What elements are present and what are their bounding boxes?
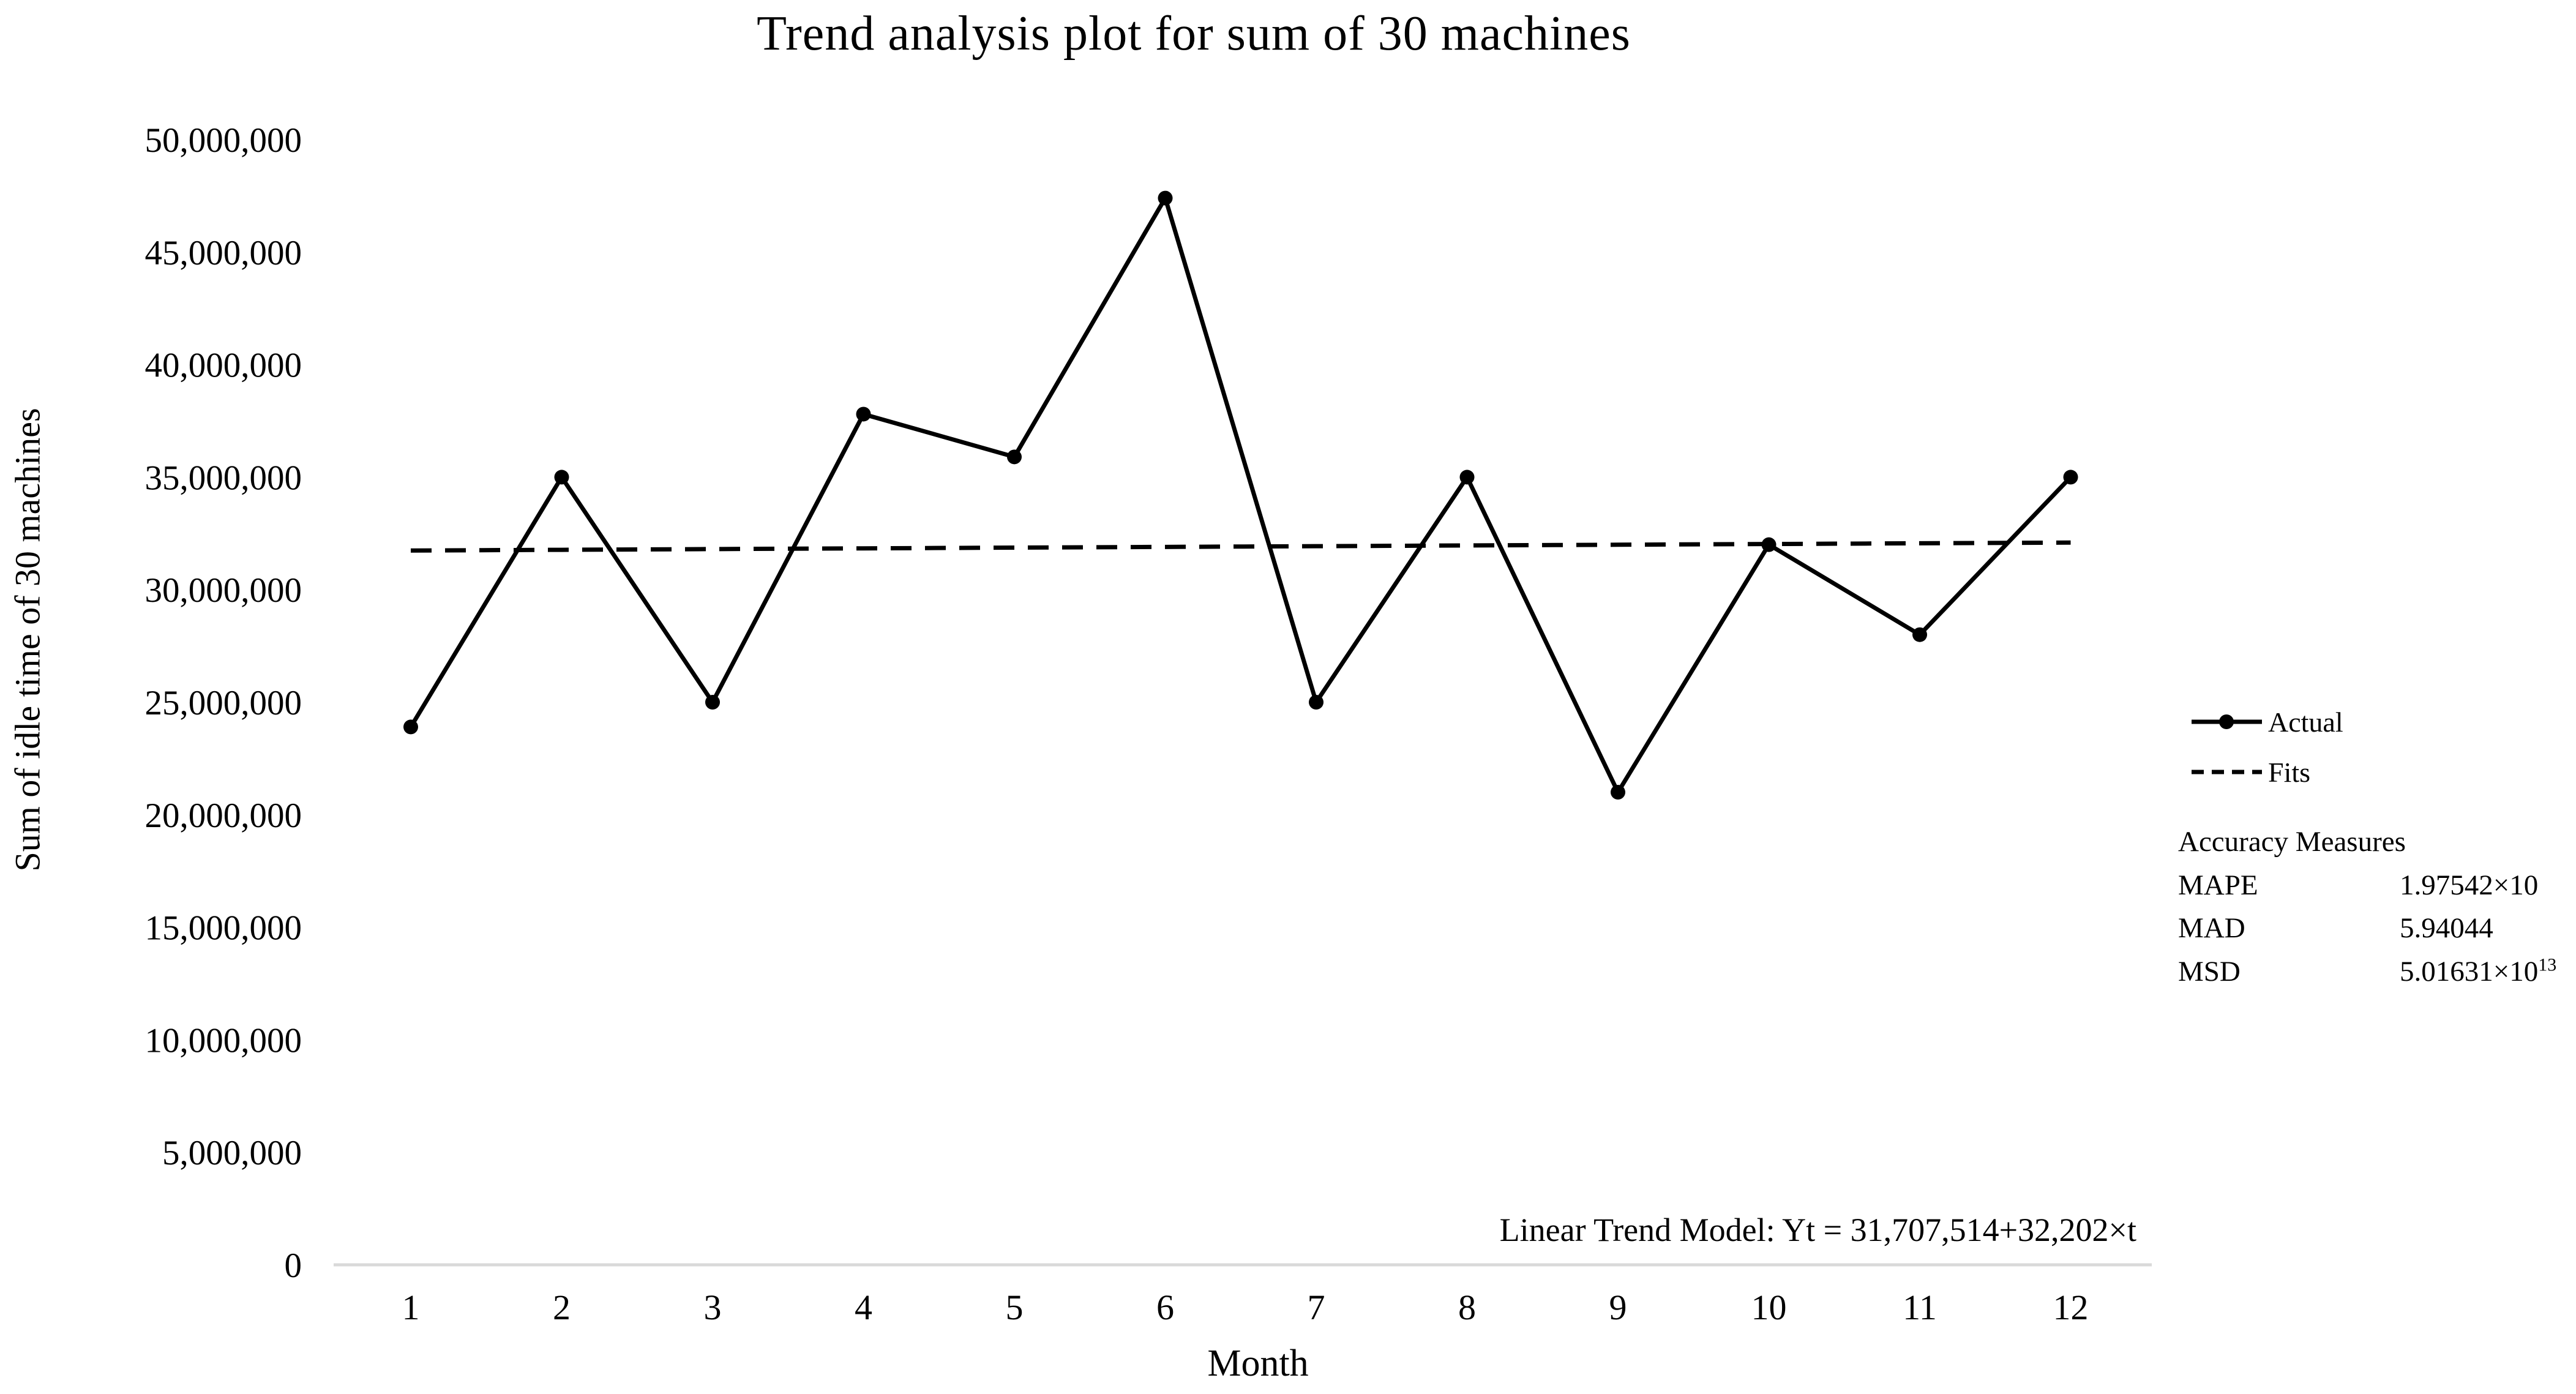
x-tick-label: 10 (1751, 1287, 1787, 1327)
accuracy-label: MAD (2178, 912, 2245, 945)
data-point-marker (1761, 537, 1777, 552)
x-tick-label: 8 (1458, 1287, 1476, 1327)
accuracy-value: 1.97542×10 (2400, 869, 2539, 901)
data-point-marker (403, 719, 418, 735)
accuracy-row-mad: MAD 5.94044 (2178, 904, 2570, 947)
data-point-marker (705, 695, 720, 710)
data-point-marker (1007, 449, 1022, 465)
data-point-marker (1611, 785, 1625, 800)
data-point-marker (554, 470, 569, 485)
fits-line (410, 540, 2071, 553)
legend-item-actual: Actual (2192, 706, 2571, 738)
x-tick-label: 6 (1156, 1287, 1174, 1327)
data-point-marker (1912, 627, 1927, 642)
chart-title: Trend analysis plot for sum of 30 machin… (757, 7, 1631, 61)
x-tick-label: 2 (553, 1287, 571, 1327)
y-tick-label: 15,000,000 (145, 909, 302, 948)
x-axis-title: Month (1207, 1343, 1309, 1384)
accuracy-measures-title: Accuracy Measures (2178, 826, 2406, 858)
actual-line-sample-icon (2192, 713, 2262, 731)
y-tick-label: 50,000,000 (145, 121, 302, 160)
trend-model-annotation: Linear Trend Model: Yt = 31,707,514+32,2… (1499, 1212, 2136, 1248)
x-tick-label: 9 (1609, 1287, 1627, 1327)
y-tick-label: 40,000,000 (145, 347, 302, 385)
accuracy-exponent: 13 (2538, 954, 2557, 975)
legend-label-actual: Actual (2268, 706, 2343, 738)
y-tick-label: 10,000,000 (145, 1021, 302, 1060)
x-tick-label: 1 (402, 1287, 420, 1327)
accuracy-measures: Accuracy Measures MAPE 1.97542×10 MAD 5.94… (2178, 823, 2570, 990)
y-tick-label: 5,000,000 (162, 1134, 302, 1172)
data-point-marker (2063, 470, 2078, 485)
data-point-marker (1158, 190, 1173, 206)
accuracy-value: 5.01631×1013 (2400, 954, 2557, 987)
y-tick-label: 25,000,000 (145, 684, 302, 722)
y-tick-label: 0 (285, 1246, 302, 1285)
x-tick-label: 5 (1006, 1287, 1024, 1327)
actual-line (408, 196, 2073, 795)
data-point-marker (1459, 470, 1475, 485)
accuracy-row-mape: MAPE 1.97542×10 (2178, 860, 2570, 904)
accuracy-label: MSD (2178, 955, 2241, 987)
legend-item-fits: Fits (2192, 756, 2571, 788)
x-tick-label: 7 (1308, 1287, 1325, 1327)
fits-line-sample-icon (2192, 763, 2262, 781)
x-tick-label: 3 (704, 1287, 722, 1327)
y-tick-label: 35,000,000 (145, 459, 302, 497)
y-tick-label: 45,000,000 (145, 234, 302, 272)
legend: Actual Fits (2192, 698, 2571, 807)
accuracy-value: 5.94044 (2400, 912, 2493, 945)
y-tick-label: 30,000,000 (145, 571, 302, 610)
x-tick-label: 12 (2053, 1287, 2089, 1327)
legend-label-fits: Fits (2268, 756, 2311, 788)
data-point-marker (856, 407, 871, 422)
x-tick-label: 4 (855, 1287, 872, 1327)
accuracy-row-msd: MSD 5.01631×1013 (2178, 946, 2570, 990)
x-tick-label: 11 (1903, 1287, 1937, 1327)
data-point-marker (1309, 695, 1324, 710)
accuracy-label: MAPE (2178, 869, 2258, 901)
y-tick-label: 20,000,000 (145, 796, 302, 835)
